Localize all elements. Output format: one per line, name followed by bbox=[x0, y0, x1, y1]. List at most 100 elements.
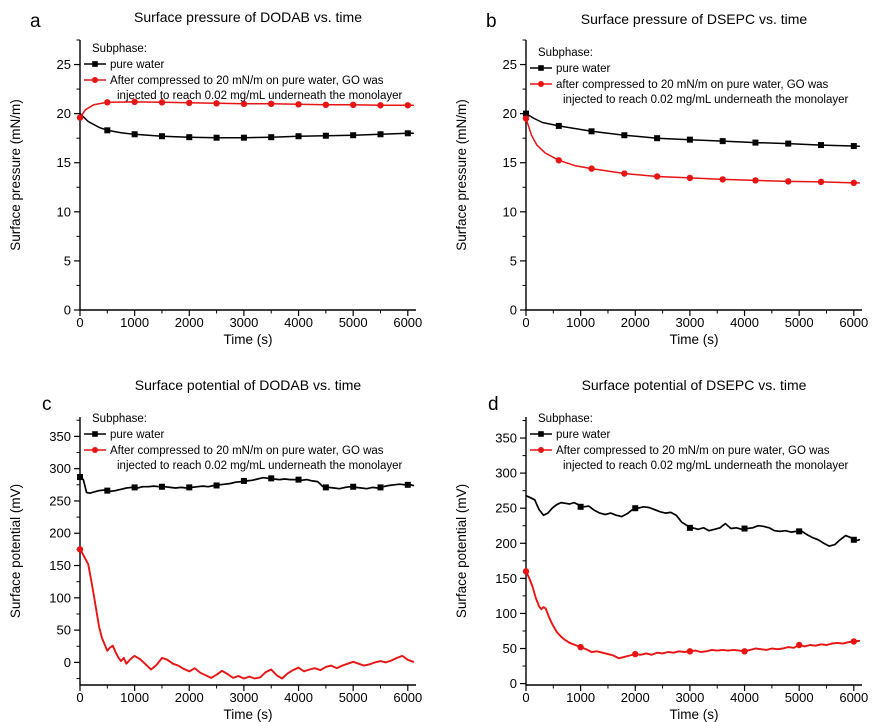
y-tick-label: 5 bbox=[64, 253, 71, 268]
series-line-pure-water bbox=[525, 112, 861, 147]
series-marker-pure-water bbox=[818, 142, 825, 149]
legend-square-marker-icon bbox=[538, 65, 544, 71]
panel-d: d Surface potential of DSEPC vs. time 0 100… bbox=[446, 361, 892, 722]
chart-b-svg: b Surface pressure of DSEPC vs. time 0 1000… bbox=[454, 11, 868, 347]
x-tick-label: 2000 bbox=[621, 315, 650, 330]
series-marker-pure-water bbox=[377, 131, 384, 138]
series-marker-go-injected bbox=[588, 165, 595, 172]
y-axis-label: Surface pressure (mN/m) bbox=[454, 99, 469, 251]
series-marker-go-injected bbox=[322, 101, 330, 109]
x-tick-label: 4000 bbox=[284, 690, 313, 705]
series-marker-pure-water bbox=[577, 503, 584, 510]
series-marker-go-injected bbox=[522, 115, 530, 122]
series-marker-go-injected bbox=[555, 157, 562, 164]
y-tick-label: 15 bbox=[57, 155, 71, 170]
series-marker-go-injected bbox=[850, 638, 858, 645]
legend-entry-label-cont: injected to reach 0.02 mg/mL underneath … bbox=[563, 460, 849, 472]
x-tick-label: 4000 bbox=[284, 315, 313, 330]
series-marker-go-injected bbox=[349, 101, 357, 109]
y-tick-label: 10 bbox=[503, 204, 517, 219]
chart-a-svg: a Surface pressure of DODAB vs. time 0 1000… bbox=[8, 9, 422, 347]
series-marker-pure-water bbox=[588, 128, 595, 135]
x-tick-label: 2000 bbox=[175, 315, 204, 330]
series-marker-pure-water bbox=[322, 484, 329, 491]
y-tick-label: 300 bbox=[495, 466, 517, 481]
series-marker-go-injected bbox=[686, 174, 694, 182]
x-tick-label: 2000 bbox=[621, 690, 650, 705]
series-marker-go-injected bbox=[719, 176, 726, 183]
series-marker-go-injected bbox=[76, 114, 84, 121]
x-tick-label: 0 bbox=[522, 315, 529, 330]
chart-title: Surface pressure of DODAB vs. time bbox=[134, 9, 362, 25]
series-marker-go-injected bbox=[158, 99, 166, 106]
series-marker-go-injected bbox=[850, 179, 858, 187]
panel-b: b Surface pressure of DSEPC vs. time 0 1000… bbox=[446, 0, 892, 361]
legend-square-marker-icon bbox=[538, 431, 544, 437]
chart-c-svg: c Surface potential of DODAB vs. time 0 100… bbox=[8, 377, 422, 722]
y-tick-label: 0 bbox=[64, 303, 71, 318]
x-tick-label: 3000 bbox=[229, 690, 258, 705]
series-marker-pure-water bbox=[350, 483, 357, 490]
x-tick-label: 5000 bbox=[339, 690, 368, 705]
panel-letter: c bbox=[42, 394, 52, 415]
legend-header: Subphase: bbox=[92, 413, 147, 425]
x-axis-label: Time (s) bbox=[670, 332, 719, 347]
x-tick-label: 0 bbox=[76, 315, 83, 330]
y-tick-label: 350 bbox=[49, 429, 71, 444]
legend-entry-label: After compressed to 20 mN/m on pure wate… bbox=[110, 75, 384, 87]
x-tick-label: 2000 bbox=[175, 690, 204, 705]
series-marker-pure-water bbox=[621, 132, 628, 139]
y-tick-label: 50 bbox=[503, 641, 517, 656]
legend-circle-marker-icon bbox=[92, 77, 98, 83]
series-line-go-injected bbox=[525, 570, 861, 660]
y-tick-label: 200 bbox=[49, 526, 71, 541]
x-tick-label: 4000 bbox=[730, 315, 759, 330]
legend-entry-label-cont: injected to reach 0.02 mg/mL underneath … bbox=[117, 90, 403, 102]
legend-entry-label: pure water bbox=[110, 59, 165, 71]
series-marker-go-injected bbox=[131, 98, 138, 106]
y-tick-label: 20 bbox=[57, 106, 71, 121]
series-marker-go-injected bbox=[377, 102, 384, 109]
x-tick-label: 3000 bbox=[229, 315, 258, 330]
legend-circle-marker-icon bbox=[538, 81, 544, 87]
legend-entry-label: After compressed to 20 mN/m on pure wate… bbox=[110, 445, 384, 457]
y-tick-label: 25 bbox=[57, 57, 71, 72]
x-tick-label: 0 bbox=[76, 690, 83, 705]
series-marker-go-injected bbox=[186, 99, 193, 107]
series-marker-pure-water bbox=[523, 110, 529, 117]
series-marker-pure-water bbox=[158, 133, 165, 140]
legend-entry-label-cont: injected to reach 0.02 mg/mL underneath … bbox=[117, 460, 403, 472]
legend-entry-label: pure water bbox=[556, 429, 611, 441]
y-tick-label: 100 bbox=[495, 606, 517, 621]
x-axis-label: Time (s) bbox=[224, 332, 273, 347]
series-marker-go-injected bbox=[752, 177, 759, 184]
series-marker-pure-water bbox=[268, 134, 275, 141]
legend-circle-marker-icon bbox=[538, 447, 544, 453]
panel-letter: a bbox=[30, 11, 41, 32]
y-tick-label: 150 bbox=[49, 558, 71, 573]
series-marker-pure-water bbox=[796, 528, 803, 535]
series-marker-pure-water bbox=[377, 484, 384, 491]
series-marker-pure-water bbox=[654, 135, 661, 142]
x-tick-label: 5000 bbox=[339, 315, 368, 330]
y-tick-label: 15 bbox=[503, 155, 517, 170]
series-marker-go-injected bbox=[686, 648, 694, 655]
series-marker-pure-water bbox=[741, 525, 748, 532]
series-marker-pure-water bbox=[240, 477, 247, 484]
series-marker-pure-water bbox=[322, 132, 329, 139]
series-marker-go-injected bbox=[817, 178, 825, 186]
y-tick-label: 300 bbox=[49, 461, 71, 476]
series-marker-pure-water bbox=[350, 132, 357, 139]
series-marker-go-injected bbox=[76, 546, 84, 553]
series-marker-pure-water bbox=[719, 138, 726, 145]
series-marker-pure-water bbox=[186, 484, 193, 491]
x-tick-label: 0 bbox=[522, 690, 529, 705]
series-marker-go-injected bbox=[268, 100, 275, 108]
x-tick-label: 6000 bbox=[839, 690, 868, 705]
y-tick-label: 25 bbox=[503, 57, 517, 72]
series-marker-go-injected bbox=[104, 99, 111, 106]
panel-letter: b bbox=[486, 11, 497, 32]
y-axis-label: Surface pressure (mN/m) bbox=[8, 99, 23, 251]
x-tick-label: 6000 bbox=[393, 690, 422, 705]
series-marker-go-injected bbox=[632, 650, 639, 658]
